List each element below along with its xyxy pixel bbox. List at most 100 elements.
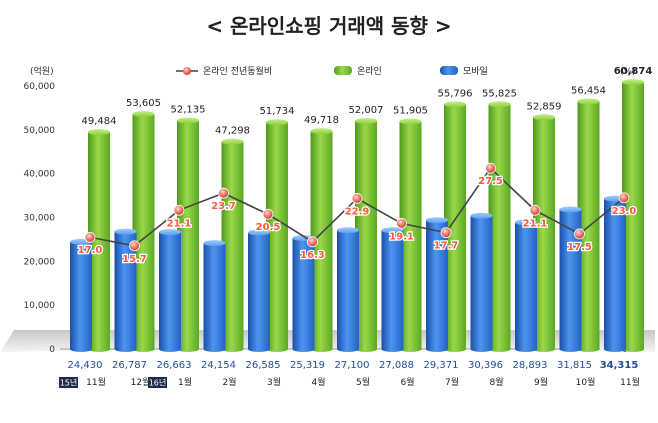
- online-bar-body: [266, 122, 288, 352]
- category-label: 11월: [620, 376, 640, 388]
- yoy-value-label: 27.5: [478, 176, 503, 187]
- yoy-marker: [173, 204, 185, 216]
- left-tick-label: 30,000: [24, 214, 56, 224]
- mobile-bar: [426, 217, 448, 352]
- online-bar-body: [444, 104, 466, 352]
- yoy-marker: [351, 193, 363, 204]
- category-label: 9월: [534, 376, 548, 388]
- online-bar: [266, 119, 288, 352]
- legend-online-swatch: [334, 66, 352, 75]
- online-bar-top: [177, 117, 199, 124]
- mobile-bar: [114, 228, 137, 352]
- mobile-bar: [159, 229, 181, 352]
- mobile-bar-body: [515, 222, 537, 352]
- x-axis-labels: 24,430 11월 26,787 12월 26,663 1월 24,154 2월 26,585…: [59, 360, 640, 388]
- mobile-value-label: 30,396: [468, 360, 503, 371]
- online-bar: [132, 111, 155, 352]
- yoy-line-layer: 17.0 15.7 21.1 23.7 20.5 16.3 22.9 19.1 17.7 27.5…: [76, 162, 638, 266]
- online-bar: [177, 117, 199, 352]
- online-bar-body: [310, 131, 333, 352]
- online-bar-top: [488, 101, 511, 108]
- online-bar-body: [622, 82, 644, 352]
- year-marker-box: [148, 377, 167, 388]
- year-marker-label: 16년: [149, 378, 167, 388]
- legend-label: 온라인 전년동월비: [203, 65, 272, 77]
- mobile-bar-body: [559, 209, 582, 352]
- category-label: 3월: [267, 376, 281, 388]
- yoy-marker: [218, 187, 229, 199]
- year-marker-label: 15년: [60, 378, 78, 388]
- legend: 온라인 전년동월비 온라인 모바일: [176, 65, 488, 77]
- online-bar: [533, 114, 555, 352]
- online-bar: [310, 128, 333, 352]
- mobile-bar-top: [337, 227, 359, 234]
- online-bar-top: [622, 79, 644, 86]
- left-tick-label: 50,000: [24, 126, 56, 136]
- left-tick-label: 20,000: [24, 257, 56, 267]
- left-tick-label: 60,000: [24, 82, 56, 92]
- mobile-bar: [381, 227, 404, 352]
- left-axis-unit: (억원): [30, 65, 54, 77]
- mobile-bar-body: [604, 198, 626, 352]
- online-value-label: 60,874: [614, 66, 653, 77]
- mobile-bar-top: [559, 206, 582, 213]
- mobile-value-label: 29,371: [424, 360, 459, 371]
- online-bar-top: [132, 111, 155, 118]
- online-bar: [399, 118, 422, 352]
- yoy-marker: [307, 236, 318, 248]
- left-tick-label: 0: [49, 345, 55, 355]
- online-bar-top: [221, 138, 244, 145]
- online-value-label: 55,825: [482, 88, 517, 99]
- online-bar-body: [355, 121, 377, 352]
- online-value-label: 56,454: [571, 86, 606, 97]
- yoy-marker: [129, 240, 140, 252]
- yoy-marker: [262, 208, 274, 220]
- mobile-bar-body: [292, 238, 315, 352]
- mobile-bar-body: [381, 230, 404, 352]
- online-value-label: 52,135: [171, 104, 206, 115]
- online-value-label: 55,796: [438, 88, 473, 99]
- mobile-bar-body: [70, 241, 92, 352]
- online-bar-body: [399, 121, 422, 352]
- online-bar-body: [177, 120, 199, 352]
- yoy-marker: [529, 204, 541, 216]
- online-bar-top: [399, 118, 422, 125]
- mobile-bar: [470, 212, 493, 352]
- online-value-label: 52,007: [349, 105, 384, 116]
- mobile-bar-body: [470, 215, 493, 352]
- online-bar-top: [88, 129, 110, 136]
- mobile-value-label: 24,430: [68, 360, 103, 371]
- legend-label: 모바일: [463, 66, 488, 77]
- mobile-bar-body: [114, 231, 137, 352]
- yoy-marker: [440, 227, 452, 239]
- mobile-value-label: 26,663: [157, 360, 192, 371]
- online-value-label: 53,605: [126, 98, 161, 109]
- mobile-value-label: 28,893: [513, 360, 548, 371]
- mobile-bar: [337, 227, 359, 352]
- legend-mobile-swatch: [440, 66, 458, 75]
- mobile-bar-top: [426, 217, 448, 224]
- yoy-value-label: 21.1: [167, 218, 192, 229]
- yoy-value-label: 17.7: [434, 241, 459, 252]
- mobile-value-label: 26,585: [246, 360, 281, 371]
- mobile-bar-top: [248, 229, 270, 236]
- online-bar-body: [88, 132, 110, 352]
- mobile-bar-top: [470, 212, 493, 219]
- category-label: 1월: [178, 376, 192, 388]
- category-label: 5월: [356, 376, 370, 388]
- category-label: 2월: [222, 376, 236, 388]
- left-tick-label: 10,000: [24, 301, 56, 311]
- mobile-value-label: 31,815: [557, 360, 592, 371]
- mobile-value-label: 27,100: [335, 360, 370, 371]
- mobile-value-label: 27,088: [379, 360, 414, 371]
- yoy-value-label: 20.5: [256, 222, 281, 233]
- mobile-bar: [515, 219, 537, 352]
- mobile-bar-body: [203, 243, 226, 352]
- online-value-label: 49,484: [82, 116, 117, 127]
- online-value-label: 51,734: [260, 106, 295, 117]
- online-bar-body: [533, 117, 555, 352]
- yoy-value-label: 21.1: [523, 218, 548, 229]
- left-tick-label: 40,000: [24, 170, 56, 180]
- yoy-value-label: 17.0: [78, 245, 103, 256]
- online-bar: [88, 129, 110, 352]
